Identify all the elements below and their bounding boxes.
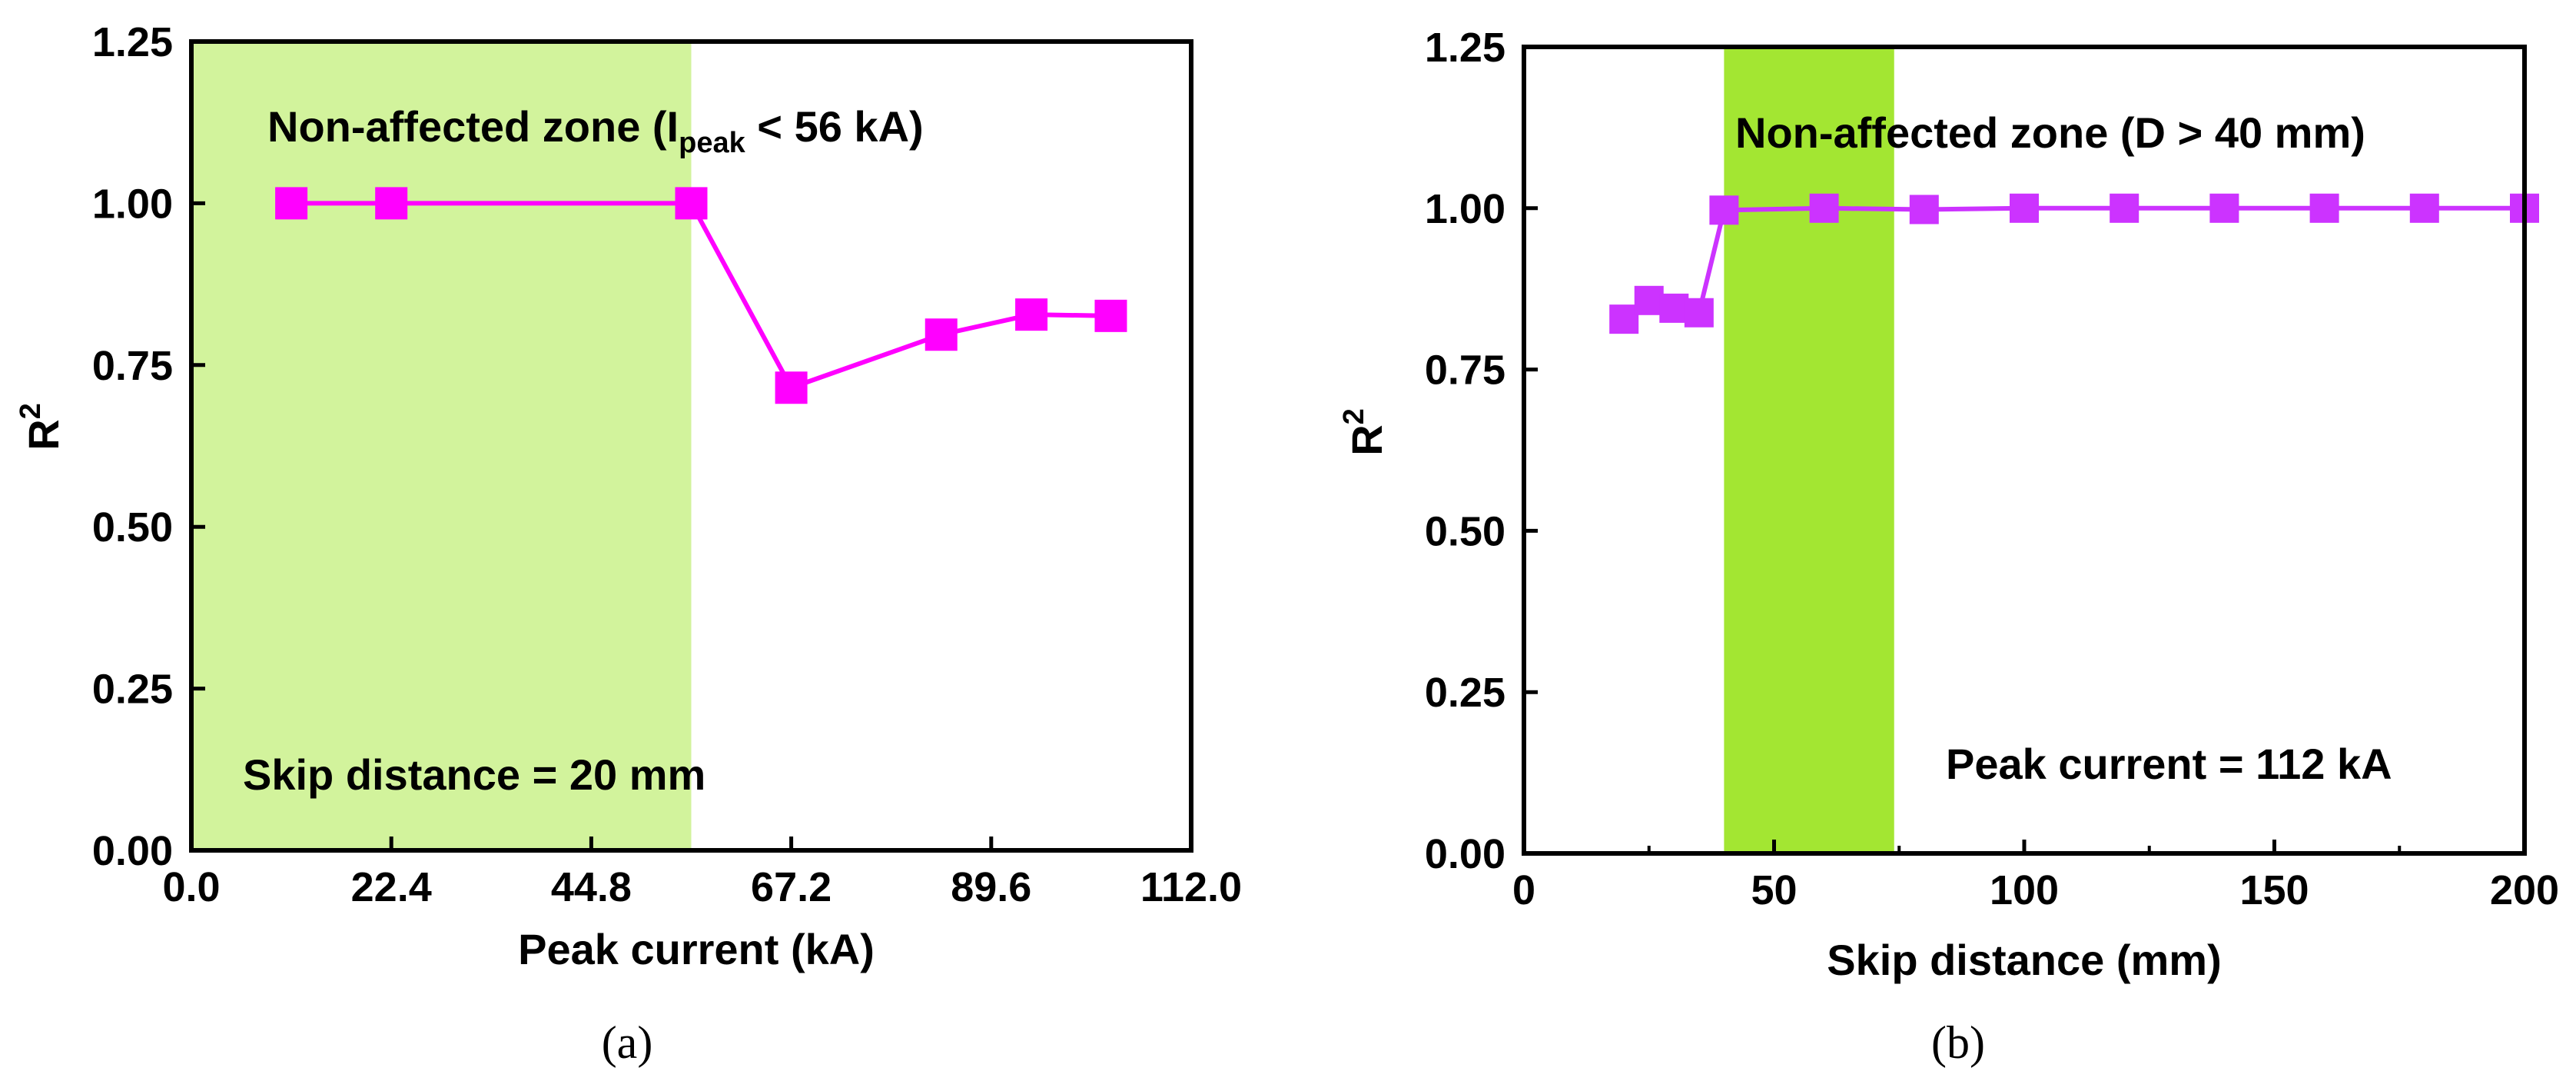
data-point [1094, 299, 1127, 332]
data-point [775, 371, 808, 404]
y-tick-label: 0.25 [92, 667, 173, 713]
x-tick-label: 89.6 [951, 864, 1031, 910]
data-point [2309, 193, 2339, 223]
svg-text:R2: R2 [15, 403, 68, 451]
data-point [1659, 293, 1689, 323]
data-point [1809, 193, 1839, 223]
plot-frame-b [1522, 45, 2527, 856]
x-tick-label: 200 [2490, 867, 2559, 913]
x-tick-label: 67.2 [751, 864, 832, 910]
data-point [925, 318, 958, 351]
y-tick-label: 0.75 [92, 343, 173, 389]
panel-label-a: (a) [602, 1017, 653, 1068]
data-point [2409, 193, 2439, 223]
zone-annotation-b: Non-affected zone (D > 40 mm) [1735, 108, 2365, 157]
y-tick-label: 1.00 [92, 181, 173, 227]
panel-label-b: (b) [1931, 1017, 1985, 1068]
panel-a: 0.0 22.4 44.8 67.2 89.6 112.0 0.00 0.25 0.50 0.75… [15, 19, 1242, 1068]
non-affected-zone-shading [191, 42, 692, 850]
x-axis-title-a: Peak current (kA) [518, 925, 875, 973]
data-point [1609, 304, 1639, 334]
y-tick-label: 0.25 [1425, 670, 1505, 716]
non-affected-zone-shading [1724, 47, 1894, 853]
data-point [1015, 298, 1048, 331]
ticks-a: 0.0 22.4 44.8 67.2 89.6 112.0 0.00 0.25 0.50 0.75… [92, 19, 1242, 910]
data-point [1909, 195, 1939, 225]
svg-text:R2: R2 [1338, 408, 1391, 456]
y-tick-label: 0.50 [1425, 508, 1505, 554]
x-tick-label: 150 [2239, 867, 2309, 913]
data-point [375, 187, 408, 220]
x-tick-label: 100 [1990, 867, 2059, 913]
x-tick-label: 44.8 [551, 864, 632, 910]
panel-b: 0 50 100 150 200 0.00 0.25 0.50 0.75 1.00 1.25 Non… [1338, 25, 2559, 1068]
data-point [2209, 193, 2239, 223]
y-axis-title-a: R2 [15, 403, 68, 451]
data-point [1634, 285, 1664, 315]
x-tick-label: 50 [1751, 867, 1797, 913]
data-point [1709, 195, 1739, 225]
y-tick-label: 1.00 [1425, 186, 1505, 232]
data-point [2110, 193, 2139, 223]
x-tick-label: 0.0 [162, 864, 220, 910]
r2-series-b [1609, 193, 2539, 334]
x-axis-title-b: Skip distance (mm) [1827, 936, 2221, 984]
y-tick-label: 1.25 [92, 19, 173, 65]
y-tick-label: 1.25 [1425, 25, 1505, 71]
y-axis-title-b: R2 [1338, 408, 1391, 456]
condition-annotation-a: Skip distance = 20 mm [243, 750, 705, 799]
plot-frame-a [189, 39, 1193, 853]
y-tick-label: 0.00 [92, 828, 173, 874]
ticks-b: 0 50 100 150 200 0.00 0.25 0.50 0.75 1.00 1.25 [1425, 25, 2559, 913]
x-tick-label: 112.0 [1140, 864, 1242, 910]
condition-annotation-b: Peak current = 112 kA [1946, 740, 2392, 788]
x-tick-label: 22.4 [351, 864, 432, 910]
y-tick-label: 0.00 [1425, 831, 1505, 877]
data-point [2010, 193, 2039, 223]
x-tick-label: 0 [1512, 867, 1535, 913]
data-point [675, 187, 708, 220]
y-tick-label: 0.50 [92, 504, 173, 550]
y-tick-label: 0.75 [1425, 348, 1505, 394]
data-point [1684, 298, 1714, 328]
zone-annotation-a: Non-affected zone (Ipeak < 56 kA) [267, 102, 924, 159]
r2-series-a [275, 187, 1127, 404]
data-point [275, 187, 308, 220]
